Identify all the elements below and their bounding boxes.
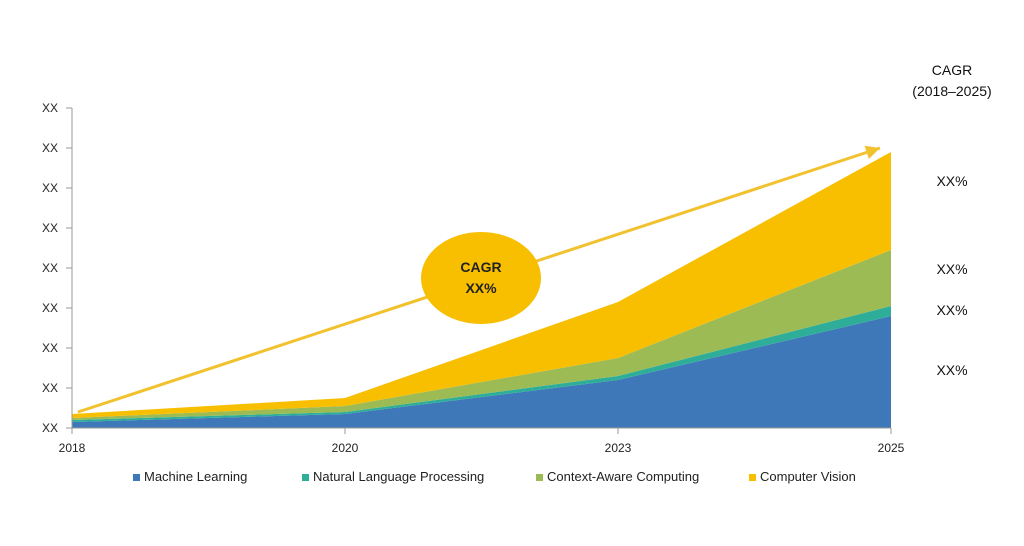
cagr-value: XX%	[936, 261, 967, 277]
legend-label: Computer Vision	[760, 469, 856, 484]
cagr-value: XX%	[936, 173, 967, 189]
legend-label: Natural Language Processing	[313, 469, 484, 484]
area-series-2	[72, 250, 891, 420]
trend-arrow-head	[864, 145, 880, 160]
cagr-bubble-label: CAGR	[460, 259, 501, 275]
y-tick-labels: XX XX XX XX XX XX XX XX XX	[42, 101, 72, 435]
x-tick-label: 2025	[878, 441, 905, 455]
y-tick-label: XX	[42, 261, 58, 275]
legend-label: Machine Learning	[144, 469, 247, 484]
y-tick-label: XX	[42, 221, 58, 235]
x-tick-labels: 2018 2020 2023 2025	[59, 428, 905, 455]
legend-swatch	[302, 474, 309, 481]
cagr-header-period: (2018–2025)	[912, 83, 991, 99]
y-tick-label: XX	[42, 421, 58, 435]
cagr-bubble: CAGR XX%	[421, 232, 541, 324]
legend-swatch	[536, 474, 543, 481]
cagr-bubble-shape	[421, 232, 541, 324]
area-layers	[72, 152, 891, 428]
area-series-0	[72, 316, 891, 428]
y-tick-label: XX	[42, 381, 58, 395]
x-tick-label: 2023	[605, 441, 632, 455]
legend-swatch	[133, 474, 140, 481]
legend-swatch	[749, 474, 756, 481]
y-tick-label: XX	[42, 141, 58, 155]
y-tick-label: XX	[42, 101, 58, 115]
area-series-3	[72, 152, 891, 418]
cagr-value: XX%	[936, 302, 967, 318]
legend: Machine Learning Natural Language Process…	[133, 469, 856, 484]
cagr-bubble-value: XX%	[465, 280, 497, 296]
y-tick-label: XX	[42, 301, 58, 315]
x-tick-label: 2018	[59, 441, 86, 455]
x-tick-label: 2020	[332, 441, 359, 455]
y-tick-label: XX	[42, 181, 58, 195]
cagr-header-title: CAGR	[932, 62, 972, 78]
cagr-column: CAGR (2018–2025) XX% XX% XX% XX%	[912, 62, 991, 378]
cagr-value: XX%	[936, 362, 967, 378]
legend-label: Context-Aware Computing	[547, 469, 699, 484]
y-tick-label: XX	[42, 341, 58, 355]
